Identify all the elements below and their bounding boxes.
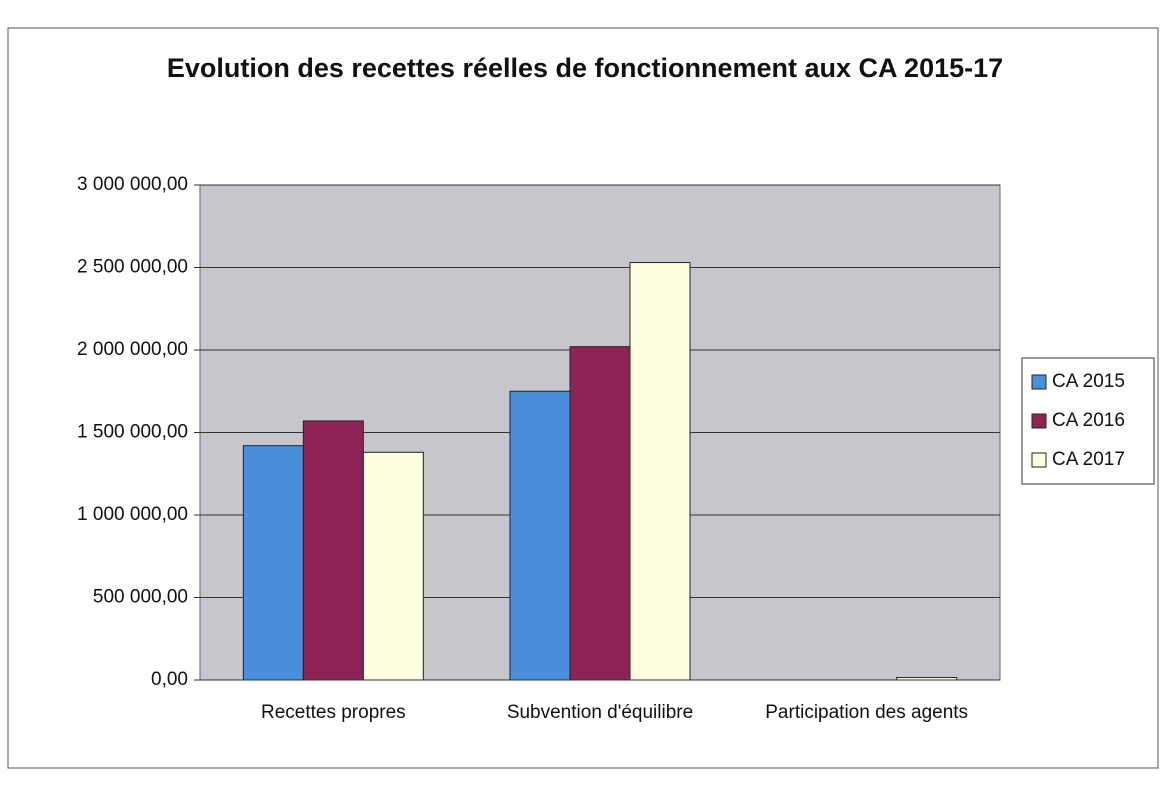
bar <box>569 346 631 681</box>
y-tick-label: 1 000 000,00 <box>77 504 188 525</box>
bar <box>629 262 691 681</box>
legend-label: CA 2017 <box>1052 449 1125 470</box>
y-tick-label: 1 500 000,00 <box>77 422 188 443</box>
bar <box>242 445 304 681</box>
y-tick-label: 0,00 <box>151 669 188 690</box>
bar <box>509 390 571 681</box>
legend-label: CA 2015 <box>1052 371 1125 392</box>
legend-label: CA 2016 <box>1052 410 1125 431</box>
y-tick-label: 500 000,00 <box>93 587 188 608</box>
legend-swatch <box>1031 452 1047 468</box>
y-tick-label: 2 000 000,00 <box>77 339 188 360</box>
legend-swatch <box>1031 374 1047 390</box>
y-tick-label: 3 000 000,00 <box>77 174 188 195</box>
chart-title: Evolution des recettes réelles de foncti… <box>166 53 1004 83</box>
y-tick-label: 2 500 000,00 <box>77 257 188 278</box>
x-tick-label: Participation des agents <box>765 702 969 723</box>
x-tick-label: Recettes propres <box>260 702 406 723</box>
bar <box>302 420 364 681</box>
chart-border <box>7 27 1159 769</box>
bar <box>362 451 424 681</box>
legend-swatch <box>1031 413 1047 429</box>
x-tick-label: Subvention d'équilibre <box>506 702 694 723</box>
